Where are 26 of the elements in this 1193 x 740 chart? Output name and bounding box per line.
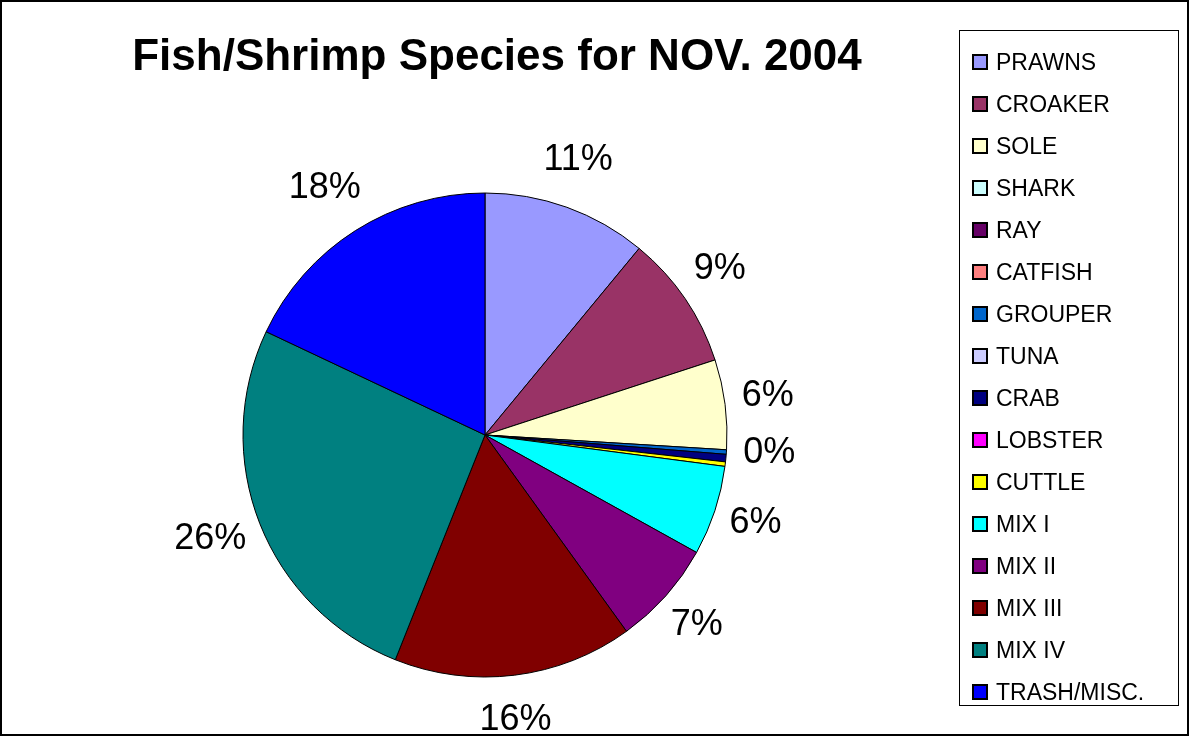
data-label: 11%	[543, 136, 613, 178]
legend-label: GROUPER	[996, 300, 1113, 328]
legend-label: MIX III	[996, 594, 1063, 622]
legend-label: MIX I	[996, 510, 1050, 538]
data-label: 6%	[741, 372, 794, 414]
legend-label: MIX II	[996, 552, 1057, 580]
legend-label: TRASH/MISC.	[996, 678, 1145, 706]
legend-label: MIX IV	[996, 636, 1066, 664]
legend-label: TUNA	[996, 342, 1059, 370]
legend-label: CATFISH	[996, 258, 1093, 286]
data-label: 18%	[288, 164, 361, 206]
data-label: 6%	[729, 500, 782, 542]
data-label: 0%	[743, 429, 796, 471]
legend-label: LOBSTER	[996, 426, 1104, 454]
legend-label: SOLE	[996, 132, 1058, 160]
legend-label: CROAKER	[996, 90, 1110, 118]
legend-label: CRAB	[996, 384, 1060, 412]
data-label: 16%	[479, 697, 552, 739]
legend-label: SHARK	[996, 174, 1076, 202]
legend-label: CUTTLE	[996, 468, 1086, 496]
legend-label: RAY	[996, 216, 1042, 244]
data-label: 26%	[174, 515, 247, 557]
data-label: 9%	[693, 246, 746, 288]
data-label: 7%	[670, 602, 723, 644]
chart-title: Fish/Shrimp Species for NOV. 2004	[131, 30, 863, 80]
legend-label: PRAWNS	[996, 48, 1097, 76]
